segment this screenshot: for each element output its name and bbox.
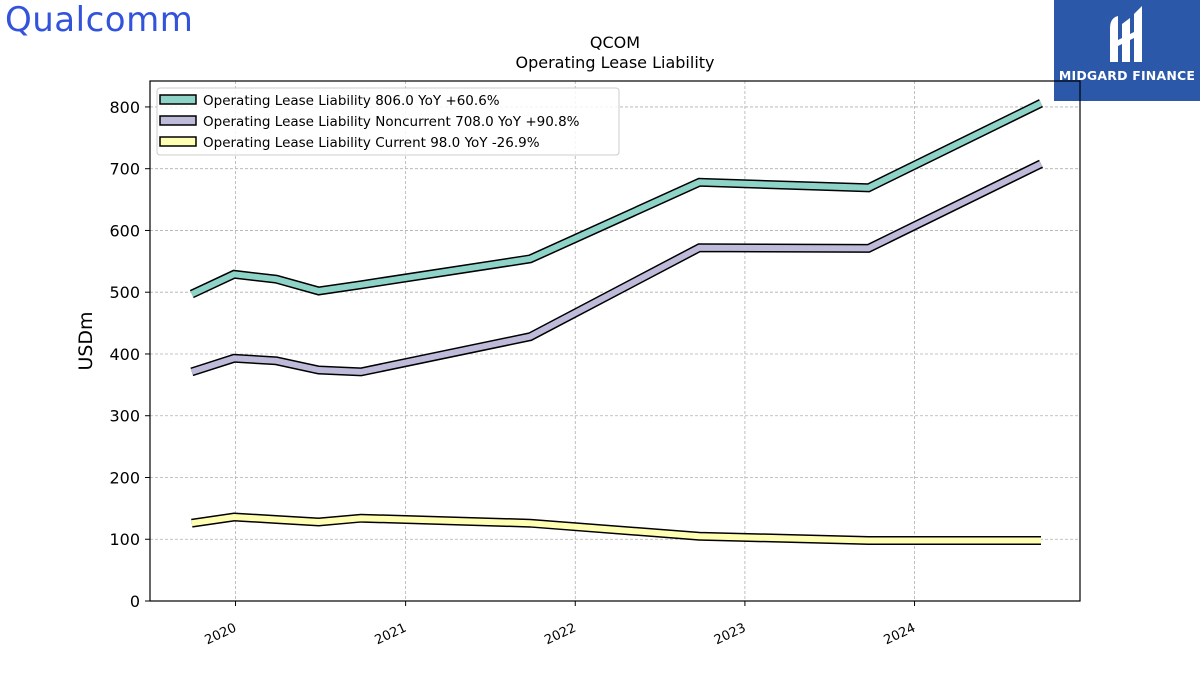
midgard-logo-icon: [1110, 6, 1142, 62]
legend-label: Operating Lease Liability Current 98.0 Y…: [203, 135, 540, 151]
publisher-name: MIDGARD FINANCE: [1058, 68, 1196, 83]
x-tick-label: 2024: [882, 621, 918, 649]
y-tick-label: 0: [130, 592, 140, 611]
y-tick-label: 200: [109, 468, 140, 487]
x-tick-label: 2023: [712, 621, 748, 649]
series-line: [191, 513, 1041, 544]
legend: Operating Lease Liability 806.0 YoY +60.…: [156, 87, 620, 156]
legend-swatch: [159, 115, 197, 126]
series-line: [190, 161, 1043, 375]
series-line: [190, 100, 1043, 297]
y-tick-label: 500: [109, 283, 140, 302]
legend-box: [156, 87, 620, 156]
chart-title: QCOM: [590, 33, 640, 52]
axes: 0 100 200 300 400 500 600 700 800 2020 2021 2022 202…: [109, 98, 917, 648]
x-tick-label: 2020: [203, 621, 239, 649]
y-tick-label: 300: [109, 407, 140, 426]
x-tick-label: 2021: [373, 621, 409, 649]
y-tick-label: 700: [109, 160, 140, 179]
legend-swatch: [159, 136, 197, 147]
y-tick-label: 800: [109, 98, 140, 117]
midgard-finance-badge: MIDGARD FINANCE: [1054, 0, 1200, 101]
series-3: [191, 512, 1041, 545]
y-axis-label: USDm: [75, 311, 97, 370]
series-1: [189, 99, 1043, 299]
chart-subtitle: Operating Lease Liability: [515, 53, 714, 72]
series-2: [190, 159, 1043, 377]
series-lines: [189, 99, 1043, 545]
series-line-outline: [190, 159, 1043, 377]
plot-frame: [149, 80, 1081, 602]
y-tick-label: 600: [109, 221, 140, 240]
y-tick-label: 400: [109, 345, 140, 364]
legend-swatch: [159, 94, 197, 105]
legend-label: Operating Lease Liability 806.0 YoY +60.…: [203, 93, 500, 109]
x-tick-label: 2022: [542, 621, 578, 649]
y-tick-label: 100: [109, 530, 140, 549]
legend-label: Operating Lease Liability Noncurrent 708…: [203, 114, 580, 130]
qualcomm-logo: Qualcomm: [5, 0, 194, 40]
